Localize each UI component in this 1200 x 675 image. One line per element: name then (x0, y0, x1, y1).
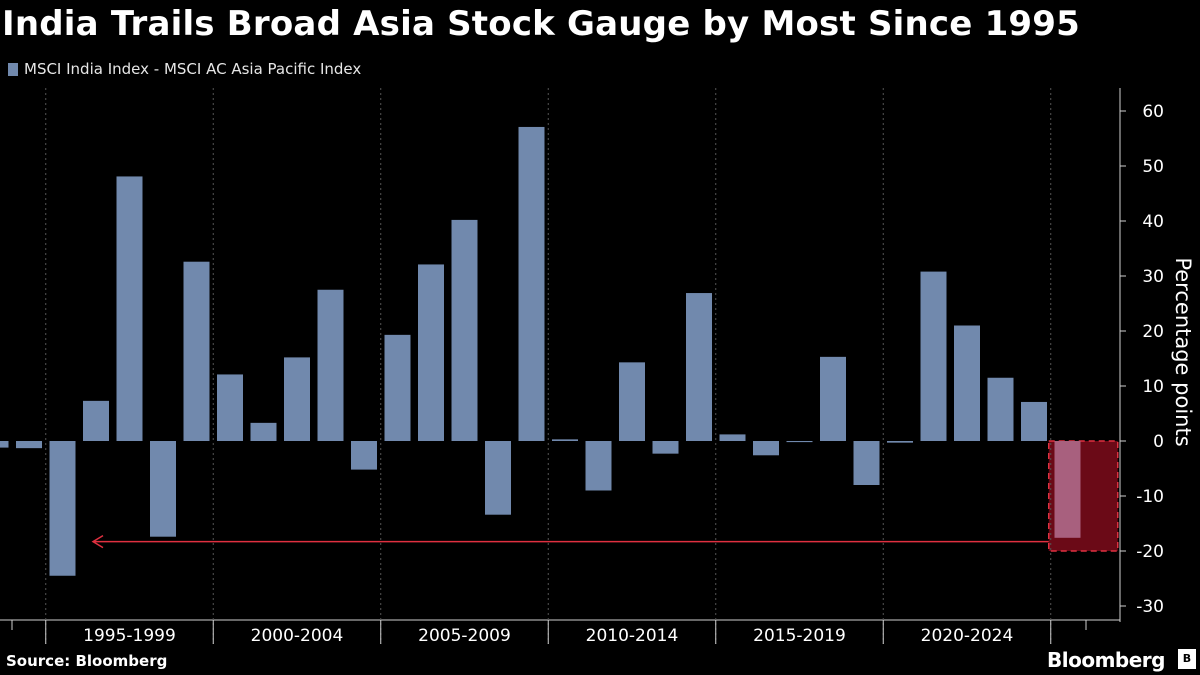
bar-2006 (418, 264, 444, 441)
source-note: Source: Bloomberg (6, 652, 168, 670)
bar-2012 (619, 362, 645, 441)
y-axis-title: Percentage points (1171, 257, 1195, 446)
legend-swatch (8, 62, 18, 76)
bar-2013 (652, 441, 679, 454)
bar-2001 (250, 422, 277, 441)
bar-2009 (518, 126, 545, 441)
y-tick-label: 10 (1142, 377, 1164, 397)
y-tick-label: 20 (1142, 322, 1164, 342)
annotation-arrow-head (91, 535, 104, 549)
bar-2025 (1054, 441, 1081, 538)
bar-2004 (351, 441, 377, 470)
bar-1999 (183, 261, 210, 441)
bloomberg-logo: Bloomberg (1047, 648, 1165, 672)
bar-1998 (150, 441, 176, 537)
y-tick-label: -30 (1136, 597, 1164, 617)
bar-2010 (552, 439, 578, 441)
legend: MSCI India Index - MSCI AC Asia Pacific … (8, 60, 361, 78)
bar-1993 (0, 441, 9, 448)
y-tick-label: 60 (1142, 102, 1164, 122)
bar-2024 (1021, 401, 1047, 441)
legend-label: MSCI India Index - MSCI AC Asia Pacific … (24, 60, 362, 78)
x-tick-label: 2020-2024 (921, 626, 1014, 646)
y-tick-label: -10 (1136, 487, 1164, 507)
bar-2023 (987, 377, 1014, 441)
bloomberg-mark-icon: B (1178, 649, 1196, 669)
y-tick-label: 40 (1142, 212, 1164, 232)
bar-2018 (820, 356, 846, 441)
bar-2015 (719, 434, 746, 441)
bar-2007 (451, 219, 478, 441)
bar-2021 (920, 271, 947, 441)
bar-2017 (786, 441, 813, 443)
bar-2020 (887, 441, 913, 443)
bar-2019 (853, 441, 880, 485)
bar-2003 (317, 289, 344, 441)
bar-2022 (954, 325, 980, 441)
bar-1997 (116, 176, 143, 441)
bar-1995 (49, 441, 76, 576)
x-tick-label: 2000-2004 (251, 626, 344, 646)
bar-2002 (284, 357, 310, 441)
chart-title: India Trails Broad Asia Stock Gauge by M… (2, 4, 1080, 44)
y-tick-label: -20 (1136, 542, 1164, 562)
bar-1996 (83, 400, 109, 441)
bar-2005 (384, 334, 411, 441)
y-tick-label: 50 (1142, 157, 1164, 177)
y-tick-label: 30 (1142, 267, 1164, 287)
y-tick-label: 0 (1153, 432, 1164, 452)
bar-2014 (686, 293, 712, 441)
x-tick-label: 2015-2019 (753, 626, 846, 646)
x-tick-label: 2005-2009 (418, 626, 511, 646)
x-tick-label: 2010-2014 (586, 626, 679, 646)
bar-2008 (485, 441, 511, 515)
bar-2011 (585, 441, 612, 491)
bar-2016 (753, 441, 779, 456)
x-tick-label: 1995-1999 (83, 626, 176, 646)
bar-2000 (217, 374, 243, 441)
bar-1994 (16, 441, 42, 449)
